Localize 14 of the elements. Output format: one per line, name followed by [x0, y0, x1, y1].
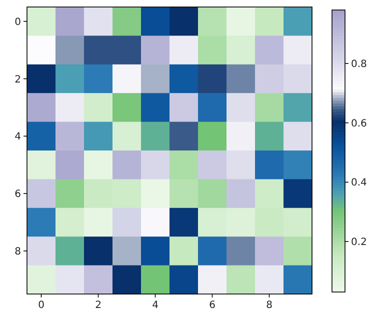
y-tick-label: 4 — [14, 132, 21, 143]
y-tick-label: 2 — [14, 74, 21, 86]
x-tick-label: 2 — [95, 300, 102, 311]
color-bar-label: 0.8 — [351, 58, 367, 70]
x-tick-label: 8 — [266, 300, 272, 311]
y-tick-label: 8 — [14, 246, 21, 258]
color-bar-label: 0.2 — [351, 237, 367, 248]
x-tick-label: 4 — [152, 300, 158, 311]
y-tick-label: 6 — [14, 189, 21, 200]
color-bar-label: 0.4 — [351, 178, 367, 189]
x-tick-label: 0 — [38, 300, 44, 311]
x-tick-label: 6 — [209, 300, 216, 311]
y-tick-label: 0 — [14, 16, 21, 28]
color-bar-label: 0.6 — [351, 118, 367, 130]
